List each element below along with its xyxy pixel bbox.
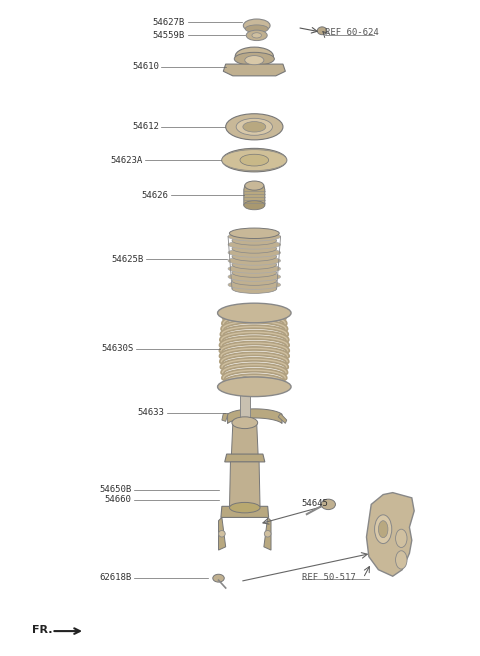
Ellipse shape [246, 30, 267, 41]
Text: 54626: 54626 [142, 191, 168, 200]
Ellipse shape [317, 27, 327, 35]
Polygon shape [240, 380, 250, 422]
Ellipse shape [396, 551, 407, 569]
Ellipse shape [232, 276, 276, 285]
Text: 54610: 54610 [132, 62, 159, 72]
Ellipse shape [245, 25, 268, 33]
Ellipse shape [228, 232, 281, 241]
Ellipse shape [264, 531, 271, 537]
Ellipse shape [228, 256, 281, 265]
Ellipse shape [229, 228, 279, 239]
Text: 54630S: 54630S [102, 344, 134, 354]
Text: 62618B: 62618B [99, 573, 131, 582]
Polygon shape [264, 518, 271, 550]
Ellipse shape [321, 499, 336, 510]
Polygon shape [366, 493, 414, 576]
Ellipse shape [236, 118, 273, 135]
Ellipse shape [228, 240, 281, 249]
Text: REF 60-624: REF 60-624 [325, 28, 379, 37]
Ellipse shape [245, 181, 264, 190]
Polygon shape [244, 186, 265, 205]
Text: 54627B: 54627B [153, 18, 185, 27]
Ellipse shape [232, 236, 276, 245]
Ellipse shape [232, 268, 276, 277]
Text: 54623A: 54623A [110, 155, 142, 165]
Ellipse shape [243, 121, 266, 132]
Ellipse shape [232, 244, 276, 253]
Text: 54559B: 54559B [153, 31, 185, 40]
Text: 54650B: 54650B [99, 485, 131, 495]
Ellipse shape [217, 303, 291, 323]
Ellipse shape [228, 248, 281, 257]
Ellipse shape [229, 502, 260, 513]
Ellipse shape [232, 252, 276, 261]
Ellipse shape [213, 574, 224, 582]
Polygon shape [229, 462, 260, 508]
Ellipse shape [252, 33, 262, 38]
Ellipse shape [222, 150, 287, 171]
Ellipse shape [228, 264, 281, 274]
Polygon shape [225, 454, 265, 462]
Text: 54633: 54633 [138, 409, 165, 417]
Ellipse shape [378, 521, 388, 538]
Ellipse shape [232, 260, 276, 269]
Ellipse shape [232, 417, 258, 428]
Ellipse shape [222, 148, 287, 172]
Polygon shape [222, 413, 228, 421]
Ellipse shape [243, 19, 270, 32]
Text: 54660: 54660 [104, 495, 131, 504]
Polygon shape [231, 422, 258, 455]
Ellipse shape [218, 531, 225, 537]
Ellipse shape [240, 154, 269, 166]
Ellipse shape [226, 113, 283, 140]
Ellipse shape [217, 377, 291, 397]
Ellipse shape [228, 272, 281, 281]
Text: 54612: 54612 [132, 122, 159, 131]
Text: 54645: 54645 [301, 499, 328, 508]
Text: REF 50-517: REF 50-517 [302, 573, 356, 582]
Ellipse shape [244, 201, 265, 210]
Ellipse shape [235, 47, 274, 66]
Polygon shape [223, 64, 285, 76]
Ellipse shape [245, 56, 264, 65]
Polygon shape [221, 506, 269, 518]
Text: FR.: FR. [33, 625, 53, 635]
Polygon shape [218, 518, 226, 550]
Ellipse shape [234, 52, 275, 66]
Polygon shape [278, 413, 287, 423]
Ellipse shape [232, 284, 276, 293]
Ellipse shape [228, 280, 281, 289]
Ellipse shape [396, 529, 407, 548]
Ellipse shape [239, 377, 251, 384]
Ellipse shape [374, 515, 392, 544]
Text: 54625B: 54625B [111, 255, 144, 264]
